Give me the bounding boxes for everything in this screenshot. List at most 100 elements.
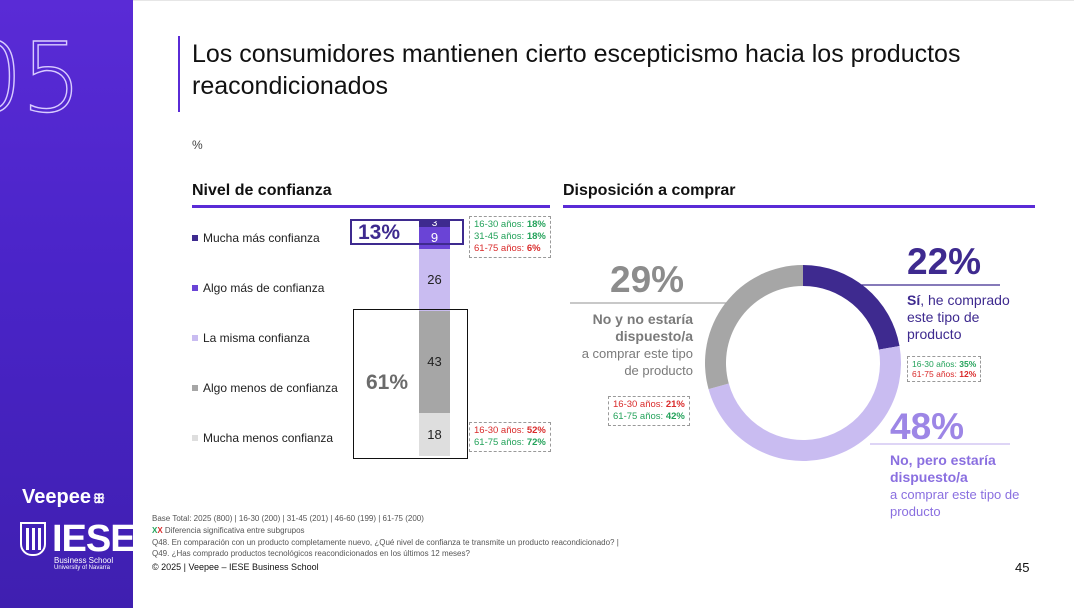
age-note-bottom: 16-30 años: 52% 61-75 años: 72% xyxy=(469,422,551,452)
legend-x-red: X xyxy=(157,526,163,535)
purchase-section-title: Disposición a comprar xyxy=(563,182,736,199)
footer-base: Base Total: 2025 (800) | 16-30 (200) | 3… xyxy=(152,514,424,523)
note-line: 31-45 años: 18% xyxy=(474,231,546,243)
note-value: 42% xyxy=(665,411,685,422)
group-bottom-label: 61% xyxy=(366,371,409,394)
legend-square-icon xyxy=(192,385,198,391)
note-label: 16-30 años: xyxy=(474,219,527,230)
group-top-label: 13% xyxy=(358,221,401,244)
age-note-no-never: 16-30 años: 21% 61-75 años: 42% xyxy=(608,396,690,426)
note-label: 61-75 años: xyxy=(474,243,527,254)
note-line: 16-30 años: 52% xyxy=(474,425,546,437)
note-label: 31-45 años: xyxy=(474,231,527,242)
iese-logo-text: IESE xyxy=(52,518,133,560)
note-line: 61-75 años: 6% xyxy=(474,243,546,255)
legend-square-icon xyxy=(192,335,198,341)
page-number: 45 xyxy=(1015,560,1030,575)
footer-legend: XX Diferencia significativa entre subgru… xyxy=(152,526,305,535)
section-number: 05 xyxy=(0,21,83,134)
purchase-section-line xyxy=(563,205,1035,208)
title-accent-bar xyxy=(178,36,180,112)
top-divider xyxy=(133,0,1074,1)
iese-crest-icon xyxy=(20,522,46,556)
bar-segment-5 xyxy=(419,413,450,456)
note-value: 52% xyxy=(526,425,546,436)
note-label: 16-30 años: xyxy=(613,399,666,410)
bar-segment-4 xyxy=(419,310,450,414)
note-value: 18% xyxy=(526,219,546,230)
note-label: 16-30 años: xyxy=(474,425,527,436)
note-line: 16-30 años: 35% xyxy=(912,359,976,369)
no-but-bold: No, pero estaría dispuesto/a xyxy=(890,452,996,485)
iese-logo-sub1: Business School xyxy=(54,556,114,565)
donut-slice-2 xyxy=(708,345,901,462)
yes-percent: 22% xyxy=(907,241,982,282)
legend-square-icon xyxy=(192,285,198,291)
legend-x-green: X xyxy=(152,526,158,535)
veepee-logo: Veepee ꕥ xyxy=(22,486,105,509)
legend-text: Diferencia significativa entre subgrupos xyxy=(162,526,305,535)
no-but-text: a comprar este tipo de producto xyxy=(890,487,1020,519)
note-value: 18% xyxy=(526,231,546,242)
note-line: 61-75 años: 12% xyxy=(912,369,976,379)
bar-segment-3 xyxy=(419,248,450,311)
group-bottom-box xyxy=(353,309,468,459)
unit-label: % xyxy=(192,138,203,152)
bar-value-label-3: 26 xyxy=(427,271,442,287)
yes-bold: Sí xyxy=(907,292,921,308)
footer-q48: Q48. En comparación con un producto comp… xyxy=(152,538,619,547)
bar-value-label-4: 43 xyxy=(427,353,442,369)
note-label: 61-75 años: xyxy=(912,369,960,379)
yes-text: , he comprado este tipo de producto xyxy=(907,292,1010,342)
yes-description: Sí, he comprado este tipo de producto xyxy=(907,292,1027,343)
category-text: Mucha menos confianza xyxy=(203,431,334,445)
confidence-section-title: Nivel de confianza xyxy=(192,182,332,199)
note-line: 61-75 años: 42% xyxy=(613,411,685,423)
donut-slice-1 xyxy=(803,265,900,350)
bar-segment-1 xyxy=(419,220,450,228)
note-label: 16-30 años: xyxy=(912,359,960,369)
category-text: La misma confianza xyxy=(203,331,310,345)
note-value: 6% xyxy=(526,243,541,254)
note-value: 12% xyxy=(959,369,977,379)
note-value: 35% xyxy=(959,359,977,369)
category-text: Mucha más confianza xyxy=(203,231,320,245)
copyright: © 2025 | Veepee – IESE Business School xyxy=(152,562,319,572)
age-note-yes: 16-30 años: 35% 61-75 años: 12% xyxy=(907,356,982,382)
note-label: 61-75 años: xyxy=(474,437,527,448)
note-line: 16-30 años: 21% xyxy=(613,399,685,411)
no-but-description: No, pero estaría dispuesto/a a comprar es… xyxy=(890,452,1020,520)
category-label-5: Mucha menos confianza xyxy=(192,431,333,445)
category-text: Algo menos de confianza xyxy=(203,381,338,395)
iese-logo-sub2: University of Navarra xyxy=(54,565,111,571)
note-value: 72% xyxy=(526,437,546,448)
legend-square-icon xyxy=(192,435,198,441)
no-never-text: a comprar este tipo de producto xyxy=(581,346,693,378)
note-label: 61-75 años: xyxy=(613,411,666,422)
category-label-1: Mucha más confianza xyxy=(192,231,320,245)
note-line: 16-30 años: 18% xyxy=(474,219,546,231)
category-label-4: Algo menos de confianza xyxy=(192,381,338,395)
slide-title: Los consumidores mantienen cierto escept… xyxy=(192,40,961,100)
group-top-box xyxy=(350,219,464,245)
age-note-top: 16-30 años: 18% 31-45 años: 18% 61-75 años… xyxy=(469,216,551,258)
category-text: Algo más de confianza xyxy=(203,281,325,295)
veepee-logo-text: Veepee xyxy=(22,486,91,508)
butterfly-icon: ꕥ xyxy=(92,491,106,506)
bar-value-label-2: 9 xyxy=(430,229,439,245)
no-never-description: No y no estaría dispuesto/a a comprar est… xyxy=(565,311,693,379)
footer-q49: Q49. ¿Has comprado productos tecnológico… xyxy=(152,549,470,558)
note-value: 21% xyxy=(665,399,685,410)
bar-value-label-1: 3 xyxy=(431,217,438,229)
no-never-percent: 29% xyxy=(610,259,685,300)
confidence-section-line xyxy=(192,205,550,208)
legend-square-icon xyxy=(192,235,198,241)
donut-slice-3 xyxy=(705,265,803,390)
category-label-2: Algo más de confianza xyxy=(192,281,324,295)
no-never-bold: No y no estaría dispuesto/a xyxy=(592,311,693,344)
note-line: 61-75 años: 72% xyxy=(474,437,546,449)
category-label-3: La misma confianza xyxy=(192,331,310,345)
